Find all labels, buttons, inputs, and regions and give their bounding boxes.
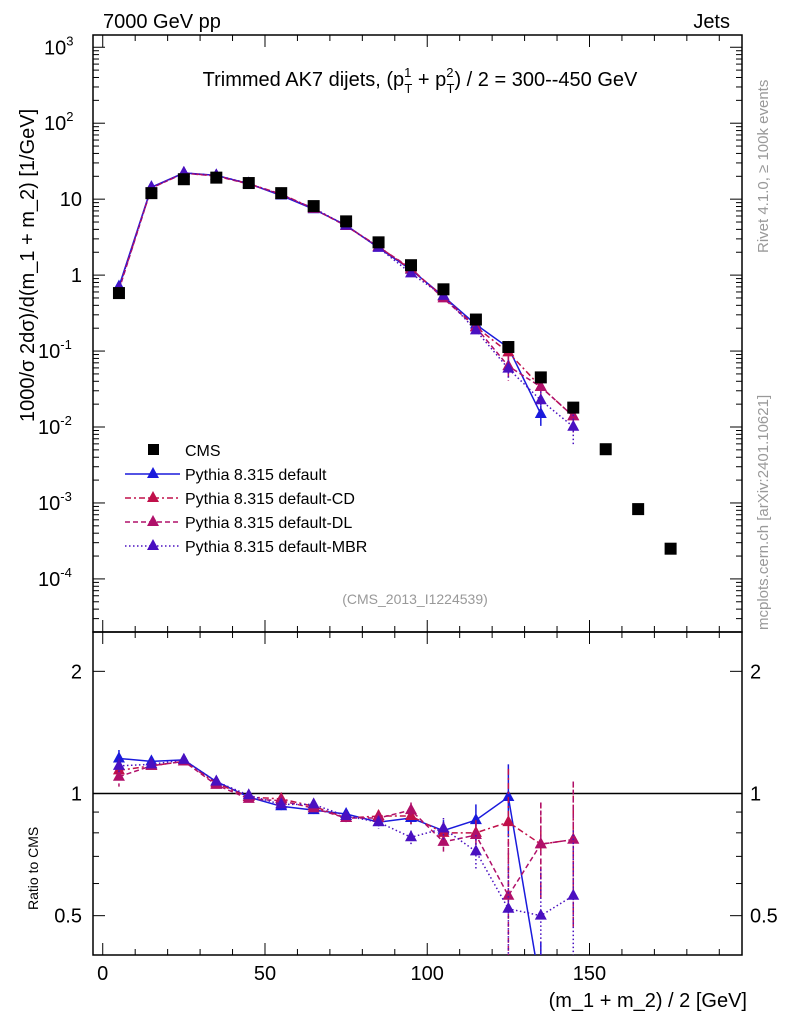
x-tick-label: 50 [254,963,276,985]
ratio-tick-label: 1 [71,784,82,806]
cms-data-point [567,401,580,414]
ratio-marker-2 [534,837,547,849]
y-tick-label: 103 [44,33,73,59]
ratio-marker-0 [112,751,125,763]
cms-data-point [275,187,288,200]
cms-data-point [632,503,645,516]
y-tick-label: 10-2 [38,413,72,439]
cms-data-point [599,443,612,456]
cms-data-point [372,236,385,249]
series-line-3 [118,172,574,428]
series-line-0 [118,172,542,415]
ratio-line-3 [118,759,574,917]
ratio-marker-0 [535,982,547,993]
cms-data-point [340,215,353,228]
series-marker-3 [502,361,515,373]
series-marker-3 [469,323,482,335]
ratio-marker-0 [469,813,482,825]
y-tick-label: 10 [60,189,82,211]
chart-title: Trimmed AK7 dijets, (p1 T + p2 T) / 2 = 30… [203,65,638,96]
legend-cms-label: CMS [185,443,221,460]
cms-data-point [242,177,255,190]
cms-data-point [145,187,158,200]
ratio-marker-3 [242,788,255,800]
ratio-tick-label: 2 [71,661,82,683]
ratio-marker-3 [340,809,353,821]
ratio-marker-3 [372,815,385,827]
x-tick-label: 150 [573,963,606,985]
legend-label-0: Pythia 8.315 default [185,467,327,484]
ratio-marker-1 [502,815,515,827]
ratio-y-axis-label: Ratio to CMS [25,827,41,910]
x-tick-label: 0 [97,963,108,985]
cms-data-point [177,173,190,186]
ratio-marker-3 [112,758,125,770]
ratio-marker-2 [437,834,450,846]
ratio-marker-3 [567,888,580,900]
cms-data-point [502,341,515,354]
series-line-1 [118,172,574,417]
ratio-marker-2 [405,803,418,815]
ratio-marker-3 [437,821,450,833]
ratio-marker-2 [502,888,515,900]
analysis-tag: (CMS_2013_I1224539) [342,591,488,607]
series-marker-3 [405,266,418,278]
ratio-marker-2 [469,828,482,840]
ratio-marker-3 [307,797,320,809]
ratio-tick-label-right: 0.5 [750,906,778,928]
y-tick-label: 10-4 [38,565,72,591]
ratio-line-2 [118,760,574,898]
ratio-marker-3 [405,830,418,842]
ratio-marker-2 [112,769,125,781]
cms-data-point [664,542,677,555]
ratio-tick-label-right: 2 [750,661,761,683]
series-marker-2 [534,379,547,391]
rivet-label: Rivet 4.1.0, ≥ 100k events [755,80,772,253]
header-left: 7000 GeV pp [103,11,221,33]
series-marker-3 [534,393,547,405]
ratio-marker-3 [502,901,515,913]
ratio-marker-3 [534,908,547,920]
cms-data-point [210,171,223,184]
series-marker-0 [534,406,547,418]
ratio-tick-label: 0.5 [54,906,82,928]
ratio-marker-3 [177,752,190,764]
ratio-line-1 [118,760,574,845]
y-tick-label: 10-3 [38,489,72,515]
legend-label-1: Pythia 8.315 default-CD [185,491,355,508]
ratio-tick-label-right: 1 [750,784,761,806]
x-tick-label: 100 [411,963,444,985]
legend-marker-2 [147,515,159,526]
cms-data-point [534,371,547,384]
legend-cms-marker [148,444,159,455]
ratio-marker-3 [275,797,288,809]
ratio-marker-0 [502,790,515,802]
cms-data-point [307,200,320,213]
ratio-marker-3 [210,774,223,786]
cms-data-point [112,287,125,300]
x-axis-label: (m_1 + m_2) / 2 [GeV] [549,990,747,1012]
cms-data-point [405,259,418,272]
legend-marker-3 [147,539,159,550]
y-tick-label: 1 [71,265,82,287]
cms-data-point [437,283,450,296]
series-line-2 [118,172,574,417]
legend-marker-0 [147,467,159,478]
ratio-marker-2 [567,832,580,844]
legend-marker-1 [147,491,159,502]
legend-label-3: Pythia 8.315 default-MBR [185,539,367,556]
cms-data-point [469,313,482,326]
mcplots-label: mcplots.cern.ch [arXiv:2401.10621] [755,395,772,630]
legend-label-2: Pythia 8.315 default-DL [185,515,352,532]
header-right: Jets [693,11,730,33]
y-tick-label: 102 [44,109,73,135]
y-axis-label: 1000/σ 2dσ)/d(m_1 + m_2) [1/GeV] [17,109,39,422]
ratio-marker-3 [145,757,158,769]
series-marker-3 [567,419,580,431]
ratio-marker-3 [469,844,482,856]
y-tick-label: 10-1 [38,337,72,363]
